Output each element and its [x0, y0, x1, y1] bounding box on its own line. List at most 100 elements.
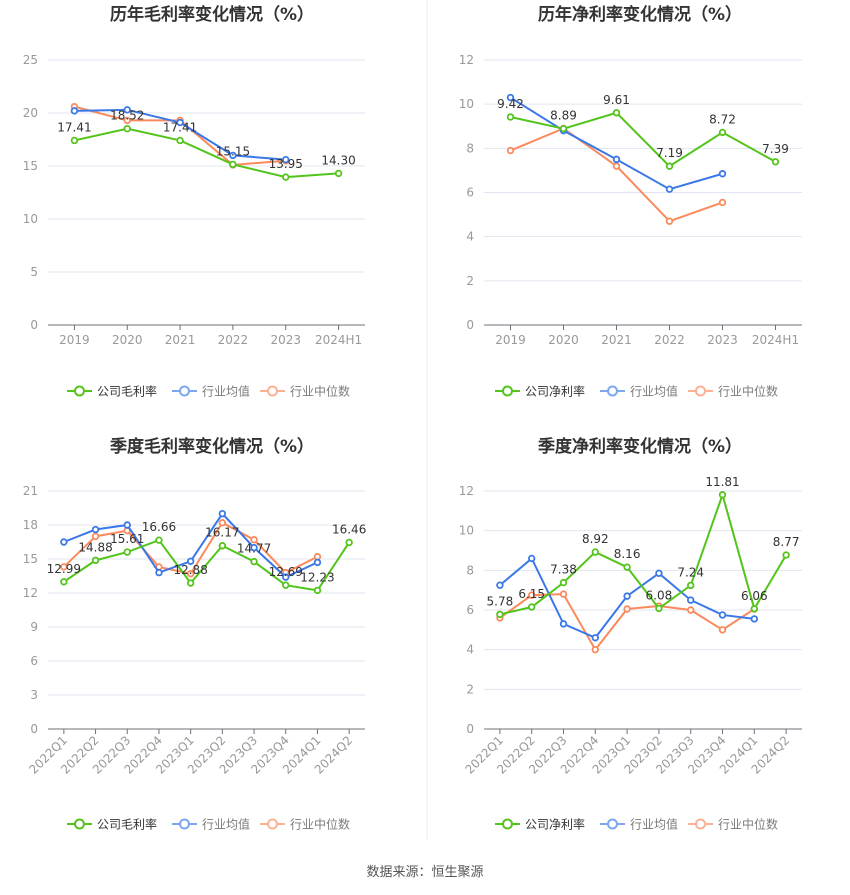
y-tick-label: 0: [466, 722, 474, 736]
data-point-company: [665, 162, 674, 170]
series-line-company: [74, 127, 339, 179]
data-label: 8.16: [614, 547, 641, 561]
data-point-company: [345, 538, 353, 547]
legend-label: 行业中位数: [290, 384, 350, 399]
legend-marker-icon: [607, 385, 618, 397]
legend-item-company[interactable]: 公司净利率: [495, 384, 585, 399]
data-point-company: [229, 160, 237, 169]
data-label: 11.81: [705, 475, 739, 489]
data-point-avg: [655, 569, 663, 578]
y-tick-label: 8: [466, 563, 474, 577]
y-tick-label: 6: [30, 654, 38, 668]
data-point-company: [623, 563, 631, 571]
data-point-company: [559, 124, 568, 133]
data-point-company: [591, 548, 599, 556]
y-tick-label: 4: [466, 230, 474, 244]
data-point-avg: [250, 543, 258, 552]
data-point-avg: [123, 521, 131, 529]
data-point-avg: [218, 509, 227, 518]
legend-label: 公司净利率: [525, 384, 585, 399]
x-tick-label: 2022: [654, 333, 685, 347]
data-point-avg: [496, 581, 504, 589]
data-label: 8.89: [550, 109, 577, 123]
data-label: 14.30: [321, 153, 355, 167]
legend-item-avg[interactable]: 行业均值: [600, 817, 678, 832]
y-tick-label: 12: [23, 586, 38, 600]
data-label: 12.69: [269, 565, 303, 579]
y-tick-label: 15: [23, 159, 38, 173]
y-tick-label: 2: [466, 274, 474, 288]
data-point-avg: [623, 592, 631, 600]
data-label: 13.95: [269, 157, 303, 171]
x-tick-label: 2020: [548, 333, 579, 347]
data-point-company: [250, 557, 258, 566]
data-label: 6.08: [646, 588, 673, 602]
x-tick-label: 2023: [270, 333, 301, 347]
legend-item-company[interactable]: 公司毛利率: [67, 384, 157, 399]
y-tick-label: 15: [23, 552, 38, 566]
data-point-median: [313, 553, 322, 561]
data-label: 8.77: [773, 535, 800, 549]
data-point-median: [559, 590, 568, 598]
legend-marker-icon: [695, 818, 706, 830]
data-point-company: [123, 548, 131, 556]
x-tick-label: 2024H1: [315, 333, 362, 347]
data-point-company: [655, 604, 663, 613]
x-tick-label: 2021: [601, 333, 632, 347]
x-tick-label: 2019: [59, 333, 90, 347]
legend-label: 公司毛利率: [97, 817, 157, 832]
y-tick-label: 25: [23, 53, 38, 67]
data-point-avg: [506, 93, 515, 102]
legend-label: 公司净利率: [525, 817, 585, 832]
data-point-median: [718, 626, 727, 634]
legend-marker-icon: [695, 385, 706, 397]
data-label: 9.42: [497, 97, 524, 111]
y-tick-label: 10: [459, 97, 474, 111]
data-point-avg: [282, 155, 290, 164]
legend-item-median[interactable]: 行业中位数: [688, 384, 778, 399]
x-tick-label: 2020: [112, 333, 143, 347]
legend-item-median[interactable]: 行业中位数: [260, 817, 350, 832]
data-label: 17.41: [57, 120, 91, 134]
y-tick-label: 2: [466, 682, 474, 696]
data-point-avg: [282, 573, 290, 581]
data-point-avg: [559, 620, 568, 628]
data-label: 7.38: [550, 563, 577, 577]
data-point-avg: [687, 596, 695, 604]
legend-item-company[interactable]: 公司毛利率: [67, 817, 157, 832]
data-point-company: [186, 579, 195, 587]
data-point-median: [123, 116, 131, 125]
data-point-avg: [718, 611, 727, 619]
data-point-median: [506, 146, 515, 155]
data-point-company: [559, 578, 568, 587]
data-point-company: [782, 551, 790, 559]
data-point-avg: [750, 615, 758, 623]
data-label: 14.88: [78, 540, 112, 554]
data-point-avg: [229, 151, 237, 160]
data-point-company: [155, 536, 163, 544]
data-point-avg: [612, 155, 621, 164]
legend-label: 行业均值: [202, 817, 250, 832]
chart-3: 季度毛利率变化情况（%）0369121518212022Q12022Q22022…: [23, 436, 367, 832]
data-label: 16.46: [332, 522, 366, 536]
data-label: 15.15: [216, 144, 250, 158]
legend-item-company[interactable]: 公司净利率: [495, 817, 585, 832]
legend-item-avg[interactable]: 行业均值: [172, 817, 250, 832]
data-point-avg: [186, 557, 195, 565]
data-point-median: [718, 198, 727, 207]
data-point-median: [687, 606, 695, 614]
legend-item-avg[interactable]: 行业均值: [600, 384, 678, 399]
chart-title: 季度毛利率变化情况（%）: [110, 436, 314, 457]
y-tick-label: 5: [30, 265, 38, 279]
data-label: 7.24: [677, 565, 704, 579]
data-label: 9.61: [603, 93, 630, 107]
series-line-median: [510, 127, 723, 223]
data-label: 8.92: [582, 532, 609, 546]
legend-item-median[interactable]: 行业中位数: [688, 817, 778, 832]
legend-item-avg[interactable]: 行业均值: [172, 384, 250, 399]
legend-item-median[interactable]: 行业中位数: [260, 384, 350, 399]
legend-label: 公司毛利率: [97, 384, 157, 399]
series-line-company: [499, 491, 787, 616]
data-label: 6.15: [518, 587, 545, 601]
data-point-median: [623, 605, 631, 613]
